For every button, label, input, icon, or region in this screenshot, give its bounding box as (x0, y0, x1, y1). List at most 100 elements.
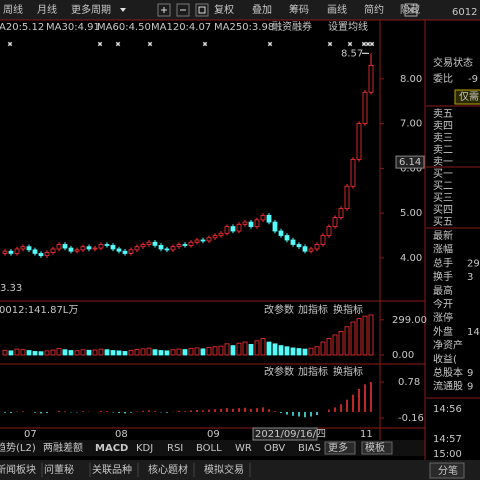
volume-bar (218, 345, 224, 356)
tab-box[interactable] (361, 441, 393, 455)
panel-button[interactable]: 改参数 (264, 365, 294, 378)
volume-bar (248, 343, 254, 356)
indicator-tab[interactable]: BOLL (196, 443, 222, 454)
x-label: 08 (115, 429, 128, 440)
tabs-bg (0, 440, 425, 456)
candle-body (128, 249, 134, 254)
notice[interactable]: 仅需 (459, 91, 479, 103)
event-marker (361, 41, 367, 47)
tool-icon[interactable] (157, 3, 171, 17)
indicator-tab[interactable]: 更多 (328, 441, 348, 454)
candle-body (260, 214, 266, 221)
volume-bar (80, 349, 86, 356)
candle-body (326, 226, 332, 236)
ma-legend: MA120:4.07 (151, 22, 211, 33)
close-icon[interactable] (404, 3, 418, 17)
bottom-tab[interactable]: 关联品种 (92, 463, 132, 476)
y-tick-label: 0.00 (392, 350, 414, 361)
indicator-tab[interactable]: 趋势(L2) (0, 441, 36, 454)
candle-body (278, 230, 284, 236)
candle-body (332, 217, 338, 227)
volume-bar (98, 348, 104, 356)
volume-bar (194, 347, 200, 356)
bottom-tab[interactable]: 核心题材 (148, 463, 188, 476)
toolbar-button[interactable]: 画线 (327, 3, 347, 16)
candle-body (86, 246, 92, 250)
candle-body (344, 185, 350, 210)
candle-body (122, 250, 128, 254)
dropdown-icon[interactable] (120, 8, 126, 12)
event-marker (327, 41, 333, 47)
indicator-tab[interactable]: BIAS (298, 443, 321, 454)
sell-label: 卖五 (433, 108, 453, 120)
volume-bar (92, 349, 98, 356)
candle-body (44, 252, 50, 257)
ma-legend: 设置均线 (328, 20, 368, 33)
panel-button[interactable]: 换指标 (333, 365, 363, 378)
volume-bar (86, 349, 92, 356)
y-tick-label: 6.00 (400, 163, 422, 174)
bottom-tab[interactable]: 问董秘 (44, 463, 74, 476)
candle-body (50, 248, 56, 253)
ma-legend: MA250:3.98 (214, 22, 274, 33)
volume-bar (116, 350, 122, 356)
volume-bar (212, 346, 218, 356)
cursor-price: 6.14 (399, 157, 421, 168)
indicator-tab[interactable]: OBV (264, 443, 285, 454)
volume-bar (266, 341, 272, 356)
indicator-tab[interactable]: RSI (167, 443, 183, 454)
tab-box[interactable] (429, 462, 465, 479)
candle-body (32, 249, 38, 254)
indicator-tab[interactable]: WR (235, 443, 252, 454)
candle-body (284, 235, 290, 241)
toolbar-button[interactable]: 筹码 (289, 3, 309, 16)
candle-body (212, 235, 218, 239)
buy-label: 买三 (433, 192, 453, 204)
indicator-tab[interactable]: 两融差额 (43, 441, 83, 454)
indicator-tab[interactable]: MACD (95, 443, 128, 454)
webi-value: -9 (468, 74, 478, 85)
volume-bar (68, 350, 74, 356)
candle-body (62, 244, 68, 249)
volume-bar (290, 347, 296, 356)
panel-button[interactable]: 改参数 (264, 303, 294, 316)
volume-bar (224, 343, 230, 356)
candle-body (74, 249, 80, 252)
tab-box[interactable] (324, 441, 356, 455)
candle-body (368, 64, 374, 93)
event-marker (147, 41, 153, 47)
tool-icon[interactable] (176, 3, 190, 17)
volume-header: 0012:141.87L万 (0, 305, 78, 316)
candle-body (314, 244, 320, 250)
bottom-tab[interactable]: 模拟交易 (204, 463, 244, 476)
candle-body (248, 221, 254, 227)
toolbar-button[interactable]: 周线 (3, 3, 23, 16)
y-tick-label: -0.16 (398, 413, 424, 424)
volume-bar (110, 350, 116, 356)
x-label: 07 (24, 429, 37, 440)
tool-icon[interactable] (195, 3, 209, 17)
volume-bar (14, 348, 20, 356)
toolbar-button[interactable]: 简约 (364, 3, 384, 16)
toolbar-button[interactable]: 复权 (214, 3, 234, 16)
panel-button[interactable]: 加指标 (298, 303, 328, 316)
cursor-date: 2021/09/16/四 (255, 429, 326, 440)
x-label: 09 (207, 429, 220, 440)
candle-body (296, 244, 302, 248)
toolbar-button[interactable]: 月线 (37, 3, 57, 16)
content: 周线月线更多周期复权叠加筹码画线简约隐藏A20:5.12MA30:4.91MA6… (0, 3, 480, 479)
volume-bar (272, 343, 278, 356)
panel-button[interactable]: 换指标 (333, 303, 363, 316)
side-tab[interactable]: 分笔 (438, 464, 458, 477)
y-tick-label: 299.00 (392, 315, 427, 326)
sell-label: 卖一 (433, 156, 453, 168)
indicator-tab[interactable]: KDJ (136, 443, 153, 454)
notice-box[interactable] (454, 89, 480, 105)
toolbar-button[interactable]: 更多周期 (71, 3, 111, 16)
indicator-tab[interactable]: 模板 (365, 441, 385, 454)
panel-button[interactable]: 加指标 (298, 365, 328, 378)
candle-body (308, 248, 314, 252)
bottom-tab[interactable]: 新闻板块 (0, 463, 36, 476)
toolbar-button[interactable]: 叠加 (252, 4, 272, 16)
tick-time: 14:56 (433, 404, 462, 415)
